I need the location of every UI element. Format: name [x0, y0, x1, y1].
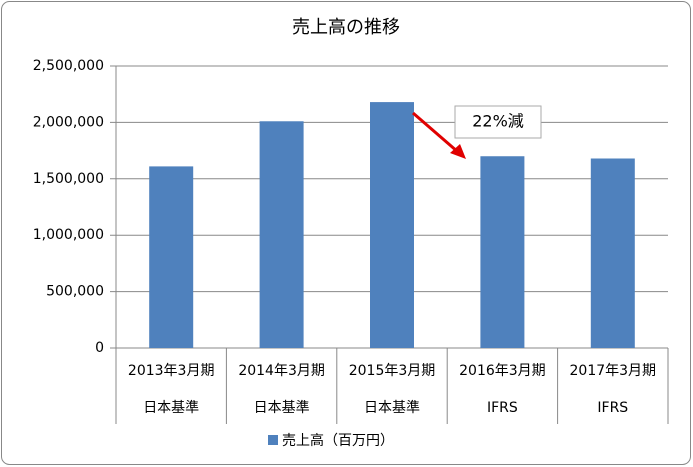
y-tick-label: 0 [95, 340, 104, 356]
annotation-arrowhead [450, 144, 466, 159]
x-group-label: IFRS [487, 400, 518, 416]
bar [259, 121, 304, 348]
x-group-label: IFRS [597, 400, 628, 416]
x-tick-label: 2017年3月期 [570, 363, 657, 379]
bar [590, 158, 635, 348]
bar [149, 166, 194, 348]
y-tick-label: 1,000,000 [33, 227, 104, 243]
annotation: 22%減 [412, 105, 542, 159]
y-tick-label: 2,500,000 [33, 58, 104, 74]
x-tick-label: 2014年3月期 [238, 363, 325, 379]
bar [370, 102, 414, 348]
x-tick-label: 2016年3月期 [459, 363, 546, 379]
y-tick-label: 500,000 [46, 284, 104, 300]
annotation-text: 22%減 [472, 112, 524, 131]
legend-label: 売上高（百万円） [282, 432, 394, 449]
x-group-label: 日本基準 [143, 399, 199, 416]
annotation-box [454, 105, 542, 139]
chart-title: 売上高の推移 [292, 17, 400, 38]
y-tick-label: 2,000,000 [33, 114, 104, 130]
x-group-label: 日本基準 [364, 399, 420, 416]
annotation-arrow [412, 111, 459, 154]
y-tick-label: 1,500,000 [33, 171, 104, 187]
legend-swatch [268, 435, 278, 445]
x-group-label: 日本基準 [254, 399, 310, 416]
bar [480, 156, 525, 348]
x-tick-label: 2013年3月期 [128, 363, 215, 379]
x-tick-label: 2015年3月期 [349, 363, 436, 379]
